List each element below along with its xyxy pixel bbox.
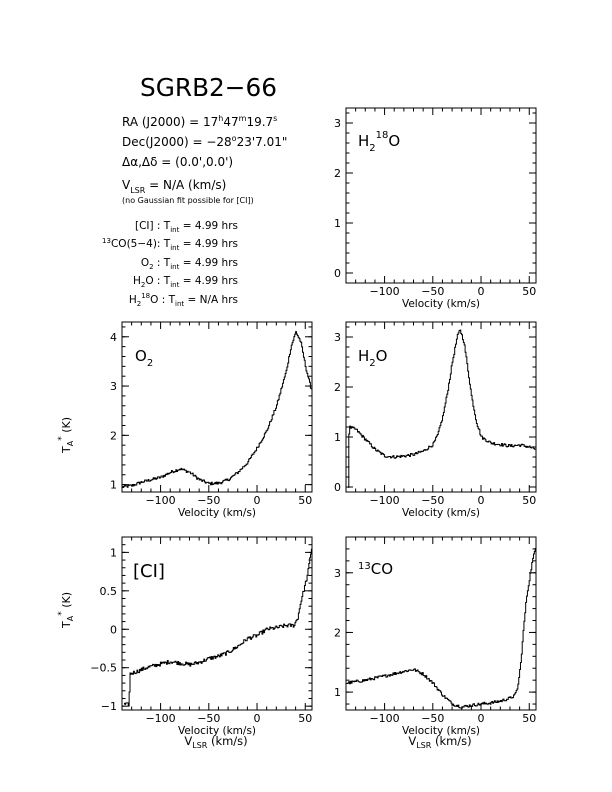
spectrum-line-ci bbox=[123, 548, 312, 707]
spectrum-line-13co bbox=[346, 548, 536, 709]
spectrum-line-o2 bbox=[122, 331, 312, 489]
plot-frame bbox=[121, 321, 313, 493]
plot-frame bbox=[345, 107, 537, 284]
x-axis-label: Velocity (km/s) bbox=[402, 298, 480, 310]
x-tick-label: −100 bbox=[145, 712, 175, 725]
y-tick-label: −1 bbox=[101, 700, 117, 713]
integration-h2o: H2O : Tint = 4.99 hrs bbox=[133, 275, 238, 289]
species-label-h2o: H2O bbox=[358, 347, 387, 369]
x-tick-label: −100 bbox=[145, 494, 175, 507]
plot-frame bbox=[345, 321, 537, 493]
plot-frame bbox=[345, 536, 537, 711]
x-tick-label: −100 bbox=[369, 494, 399, 507]
x-tick-label: 50 bbox=[522, 712, 536, 725]
y-tick-label: 0.5 bbox=[100, 585, 118, 598]
y-tick-label: 2 bbox=[334, 381, 341, 394]
y-tick-label: 0 bbox=[334, 481, 341, 494]
x-axis-label: Velocity (km/s) bbox=[402, 725, 480, 737]
panel-ci: −100 −50 0 50 −1 −0.5 0 0.5 1 Velocity (km/s) bbox=[90, 536, 313, 737]
species-label-h218o: H218O bbox=[358, 130, 400, 154]
y-tick-label: 3 bbox=[334, 331, 341, 344]
header-block: RA (J2000) = 17h47m19.7s Dec(J2000) = −2… bbox=[122, 114, 287, 205]
page-title: SGRB2−66 bbox=[140, 73, 277, 102]
x-tick-label: 50 bbox=[298, 712, 312, 725]
x-tick-label: −50 bbox=[197, 712, 220, 725]
integration-13co: 13CO(5−4): Tint = 4.99 hrs bbox=[102, 237, 238, 252]
panel-o2: −100 −50 0 50 1 2 3 4 Velocity (km/s) bbox=[110, 321, 313, 519]
y-tick-label: 1 bbox=[110, 479, 117, 492]
panel-13co: −100 −50 0 50 1 2 3 Velocity (km/s) bbox=[334, 536, 537, 737]
y-tick-label: 2 bbox=[110, 429, 117, 442]
panel-h218o: −100 −50 0 50 0 1 2 3 Velocity (km/s) bbox=[334, 107, 537, 310]
integration-ci: [CI] : Tint = 4.99 hrs bbox=[135, 220, 238, 234]
x-tick-label: 50 bbox=[298, 494, 312, 507]
x-tick-label: 0 bbox=[254, 712, 261, 725]
vlsr-axis-label-left: VLSR (km/s) bbox=[184, 734, 247, 750]
y-tick-label: −0.5 bbox=[90, 662, 117, 675]
x-tick-label: −50 bbox=[421, 494, 444, 507]
x-tick-label: −50 bbox=[421, 712, 444, 725]
y-tick-label: 0 bbox=[110, 623, 117, 636]
plot-frame bbox=[121, 536, 313, 711]
y-tick-label: 3 bbox=[110, 380, 117, 393]
x-tick-label: 50 bbox=[522, 285, 536, 298]
y-tick-label: 1 bbox=[334, 431, 341, 444]
y-tick-label: 1 bbox=[334, 217, 341, 230]
species-label-o2: O2 bbox=[135, 347, 153, 369]
integration-o2: O2 : Tint = 4.99 hrs bbox=[141, 257, 238, 271]
x-tick-label: 0 bbox=[478, 494, 485, 507]
x-tick-label: 0 bbox=[478, 712, 485, 725]
x-tick-label: −50 bbox=[421, 285, 444, 298]
offset-line: Δα,Δδ = (0.0',0.0') bbox=[122, 155, 233, 169]
ylabel-o2: TA* (K) bbox=[57, 417, 75, 454]
vlsr-line: VLSR = N/A (km/s) bbox=[122, 178, 226, 195]
y-tick-label: 2 bbox=[334, 626, 341, 639]
x-axis-label: Velocity (km/s) bbox=[178, 725, 256, 737]
species-label-ci: [CI] bbox=[133, 561, 165, 582]
y-tick-label: 1 bbox=[334, 686, 341, 699]
integration-h218o: H218O : Tint = N/A hrs bbox=[129, 292, 238, 308]
y-tick-label: 0 bbox=[334, 267, 341, 280]
x-tick-label: −50 bbox=[197, 494, 220, 507]
y-tick-label: 2 bbox=[334, 167, 341, 180]
spectrum-line-h2o bbox=[347, 329, 536, 488]
dec-line: Dec(J2000) = −28o23'7.01" bbox=[122, 134, 287, 149]
y-tick-label: 4 bbox=[110, 331, 117, 344]
y-tick-label: 3 bbox=[334, 117, 341, 130]
x-tick-label: 0 bbox=[478, 285, 485, 298]
species-label-13co: 13CO bbox=[358, 560, 393, 578]
fit-note: (no Gaussian fit possible for [CI]) bbox=[122, 196, 254, 205]
y-tick-label: 3 bbox=[334, 567, 341, 580]
panel-h2o: −100 −50 0 50 0 1 2 3 Velocity (km/s) bbox=[334, 321, 537, 519]
ylabel-ci: TA* (K) bbox=[57, 592, 75, 629]
x-tick-label: 50 bbox=[522, 494, 536, 507]
x-tick-label: 0 bbox=[254, 494, 261, 507]
x-tick-label: −100 bbox=[369, 285, 399, 298]
y-tick-label: 1 bbox=[110, 546, 117, 559]
x-axis-label: Velocity (km/s) bbox=[402, 507, 480, 519]
ra-line: RA (J2000) = 17h47m19.7s bbox=[122, 114, 277, 129]
integration-list: [CI] : Tint = 4.99 hrs 13CO(5−4): Tint =… bbox=[102, 220, 238, 308]
x-axis-label: Velocity (km/s) bbox=[178, 507, 256, 519]
vlsr-axis-label-right: VLSR (km/s) bbox=[408, 734, 471, 750]
x-tick-label: −100 bbox=[369, 712, 399, 725]
